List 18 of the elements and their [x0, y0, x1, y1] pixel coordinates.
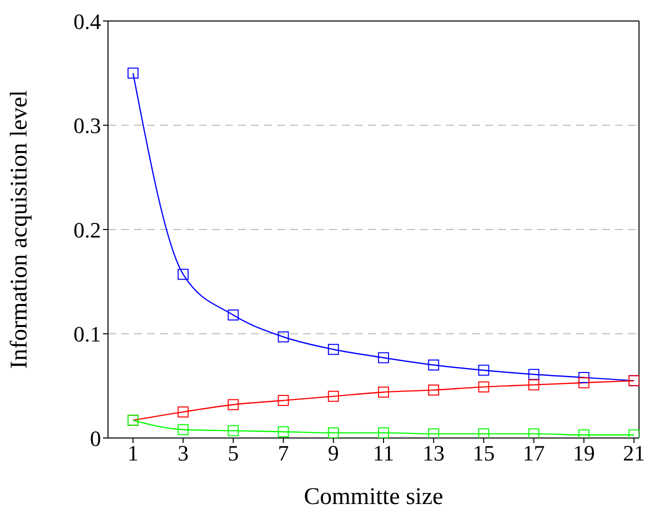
- x-tick-label: 11: [372, 440, 394, 466]
- x-tick-label: 21: [622, 440, 645, 466]
- x-tick-label: 5: [228, 440, 239, 466]
- y-tick-label: 0: [90, 426, 101, 451]
- y-tick-label: 0.2: [74, 217, 101, 242]
- x-tick-label: 7: [278, 440, 289, 466]
- y-tick-label: 0.3: [74, 113, 101, 138]
- x-axis-title: Committe size: [304, 484, 444, 510]
- x-tick-label: 13: [422, 440, 445, 466]
- x-tick-label: 1: [128, 440, 139, 466]
- x-tick-label: 19: [572, 440, 595, 466]
- y-axis-title: Information acquisition level: [6, 90, 33, 369]
- y-tick-label: 0.1: [74, 322, 101, 347]
- y-tick-label: 0.4: [74, 8, 101, 34]
- x-tick-label: 9: [328, 440, 339, 466]
- x-tick-label: 15: [472, 440, 495, 466]
- x-tick-label: 17: [522, 440, 545, 466]
- x-tick-label: 3: [178, 440, 189, 466]
